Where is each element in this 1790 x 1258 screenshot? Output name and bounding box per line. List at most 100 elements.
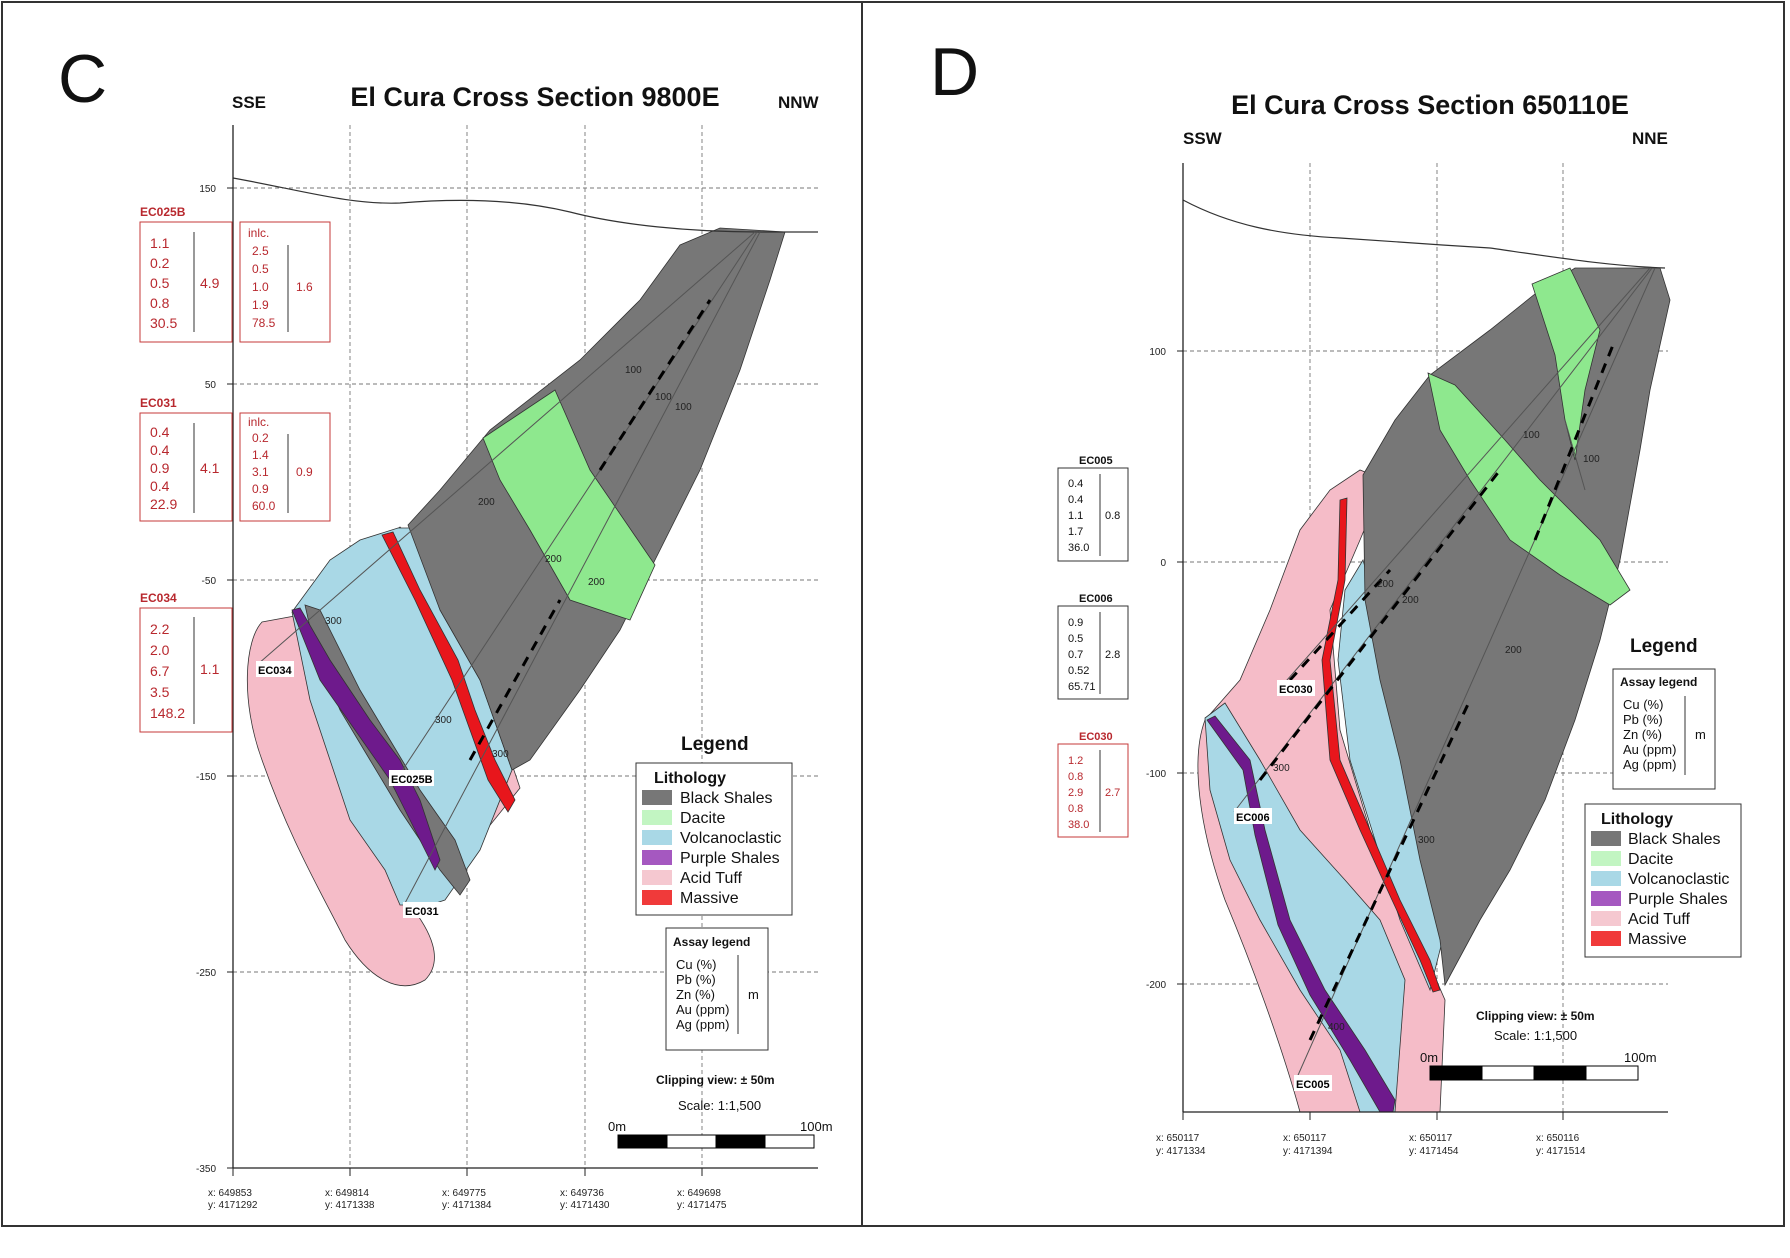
assay-value: 2.0 [150, 642, 170, 658]
panel-c-assay-ec031: EC031 0.4 0.4 0.9 0.4 22.9 4.1 inlc. 0.2… [139, 396, 331, 522]
panel-c-x-coords: x: 649853 y: 4171292 x: 649814 y: 417133… [208, 1168, 727, 1211]
assay-value: 0.8 [1068, 771, 1083, 783]
x-coord-label: x: 649736 [560, 1188, 604, 1199]
assay-legend-item: Cu (%) [1623, 697, 1663, 712]
hole-label-ec031: EC031 [405, 906, 439, 918]
assay-value: 30.5 [150, 315, 177, 331]
scalebar-start: 0m [608, 1119, 626, 1134]
assay-total: 1.1 [200, 661, 220, 677]
panel-c-legend: Legend Lithology Black Shales Dacite Vol… [635, 734, 793, 916]
assay-hole-name: EC025B [140, 205, 186, 219]
panel-c: C El Cura Cross Section 9800E SSE NNW [58, 41, 833, 1211]
depth-mark: 200 [588, 577, 605, 588]
panel-c-right-direction: NNW [778, 93, 820, 112]
x-coord-label: x: 650117 [1156, 1133, 1200, 1144]
assay-legend-item: Cu (%) [676, 957, 716, 972]
depth-mark: 100 [655, 392, 672, 403]
drillhole-core-ec006 [1258, 469, 1502, 781]
y-coord-label: y: 4171514 [1536, 1146, 1586, 1157]
drillhole-trace-ec034 [257, 231, 756, 665]
incl-value: 1.4 [252, 448, 269, 462]
panel-d-geology [1197, 267, 1671, 1113]
assay-hole-name: EC006 [1079, 593, 1113, 605]
panel-c-scalebar: 0m 100m [608, 1119, 833, 1149]
panel-d-letter: D [930, 34, 979, 110]
panel-d-right-direction: NNE [1632, 129, 1668, 148]
panel-c-clipping: Clipping view: ± 50m [656, 1073, 775, 1087]
y-tick-label: 50 [205, 380, 217, 391]
panel-c-topography [232, 177, 818, 233]
assay-value: 0.7 [1068, 649, 1083, 661]
depth-mark: 300 [492, 749, 509, 760]
hole-label-ec006: EC006 [1236, 812, 1270, 824]
panel-d-assay-ec006: EC006 0.9 0.5 0.7 0.52 65.71 2.8 [1057, 593, 1129, 700]
assay-value: 2.9 [1068, 787, 1083, 799]
x-coord-label: x: 649775 [442, 1188, 486, 1199]
incl-value: 2.5 [252, 244, 269, 258]
assay-hole-name: EC005 [1079, 455, 1113, 467]
panel-c-assay-legend: Assay legend Cu (%) Pb (%) Zn (%) Au (pp… [665, 927, 769, 1051]
x-coord-label: x: 649814 [325, 1188, 369, 1199]
y-tick-label: -200 [1146, 980, 1166, 991]
y-coord-label: y: 4171384 [442, 1200, 492, 1211]
assay-value: 0.4 [1068, 494, 1083, 506]
black-shales-body [1362, 267, 1671, 987]
panel-d-drillholes [1233, 267, 1656, 1083]
legend-label: Volcanoclastic [1628, 871, 1729, 888]
depth-mark: 300 [1273, 763, 1290, 774]
legend-title: Legend [1630, 636, 1698, 657]
panel-d-x-coords: x: 650117 y: 4171334 x: 650117 y: 417139… [1156, 1112, 1586, 1157]
panel-c-depth-marks: 100 100 100 200 200 200 300 300 300 [325, 365, 692, 760]
scalebar-end: 100m [1624, 1050, 1657, 1065]
panel-d-topography [1182, 199, 1666, 269]
assay-value: 3.5 [150, 684, 170, 700]
incl-value: 3.1 [252, 465, 269, 479]
assay-value: 36.0 [1068, 542, 1089, 554]
depth-mark: 300 [325, 616, 342, 627]
panel-d-clipping: Clipping view: ± 50m [1476, 1009, 1595, 1023]
drillhole-trace-ec025b [395, 231, 758, 781]
hole-label-ec005: EC005 [1296, 1079, 1330, 1091]
legend-title: Legend [681, 734, 749, 755]
assay-hole-name: EC031 [140, 396, 177, 410]
hole-label-ec025b: EC025B [391, 774, 433, 786]
x-coord-label: x: 649698 [677, 1188, 721, 1199]
y-tick-label: -50 [202, 576, 217, 587]
legend-swatch-dacite [642, 810, 672, 825]
depth-mark: 300 [1418, 835, 1435, 846]
panel-d-left-direction: SSW [1183, 129, 1223, 148]
depth-mark: 200 [1505, 645, 1522, 656]
incl-value: 0.5 [252, 262, 269, 276]
assay-legend-item: Au (ppm) [676, 1002, 729, 1017]
assay-value: 0.8 [1068, 803, 1083, 815]
legend-swatch-volcanoclastic [1591, 871, 1621, 886]
assay-value: 148.2 [150, 705, 185, 721]
assay-value: 1.2 [1068, 755, 1083, 767]
y-tick-label: 150 [199, 184, 216, 195]
panel-d-assay-ec030: EC030 1.2 0.8 2.9 0.8 38.0 2.7 [1057, 731, 1129, 838]
incl-label: inlc. [248, 415, 269, 429]
legend-label: Massive [680, 890, 739, 907]
panel-d: D El Cura Cross Section 650110E SSW NNE [930, 34, 1742, 1157]
panel-d-frame [861, 1, 1785, 1227]
depth-mark: 200 [478, 497, 495, 508]
drillhole-trace-ec005b [1564, 419, 1586, 491]
y-coord-label: y: 4171334 [1156, 1146, 1206, 1157]
panel-c-left-direction: SSE [232, 93, 266, 112]
depth-mark: 100 [625, 365, 642, 376]
x-coord-label: x: 650117 [1409, 1133, 1453, 1144]
y-tick-label: 100 [1149, 347, 1166, 358]
assay-value: 0.52 [1068, 665, 1089, 677]
incl-value: 0.9 [252, 482, 269, 496]
y-tick-label: -250 [196, 968, 216, 979]
legend-swatch-black-shales [642, 790, 672, 805]
dacite-body [1427, 372, 1631, 606]
y-coord-label: y: 4171475 [677, 1200, 727, 1211]
depth-mark: 300 [435, 715, 452, 726]
y-tick-label: -100 [1146, 769, 1166, 780]
assay-legend-unit: m [748, 987, 759, 1002]
assay-total: 4.1 [200, 460, 220, 476]
assay-legend-item: Ag (ppm) [1623, 757, 1676, 772]
legend-label: Dacite [1628, 851, 1673, 868]
